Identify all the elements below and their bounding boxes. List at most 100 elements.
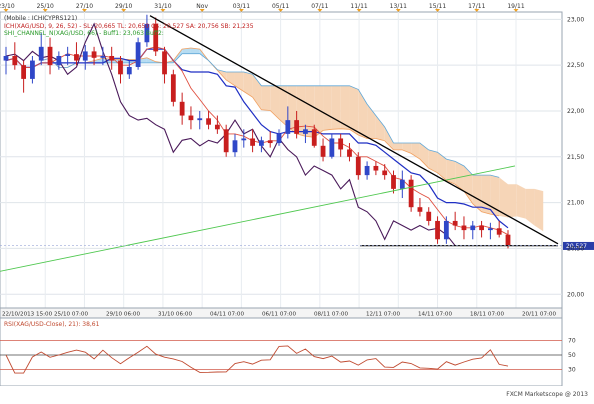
price-grid bbox=[0, 12, 562, 308]
cloud-segment bbox=[490, 175, 500, 216]
senkou-span-a-line bbox=[41, 47, 500, 217]
candle-body bbox=[391, 175, 396, 189]
candle-body bbox=[126, 66, 132, 75]
candle-body bbox=[479, 225, 484, 231]
candle-body bbox=[470, 225, 476, 231]
top-date-label: 05/11 bbox=[272, 3, 289, 10]
candle-body bbox=[91, 51, 97, 58]
candle-body bbox=[373, 165, 379, 171]
rsi-level-label: 70 bbox=[568, 338, 576, 345]
chart-title: (Mobile : ICHICYPRS121) bbox=[4, 15, 77, 22]
cloud-segment bbox=[411, 143, 420, 160]
candle-body bbox=[232, 140, 238, 153]
rsi-indicator: 70 50 30 bbox=[0, 338, 576, 374]
candle-body bbox=[496, 228, 502, 235]
candle-body bbox=[505, 234, 511, 246]
cloud-segment bbox=[437, 152, 447, 181]
period-marker-icon bbox=[238, 9, 244, 12]
cloud-segment bbox=[279, 85, 288, 128]
candle-body bbox=[461, 225, 467, 231]
y-tick-label: 22,00 bbox=[567, 108, 584, 115]
candle-body bbox=[170, 74, 176, 102]
candle-body bbox=[74, 54, 79, 61]
period-marker-icon bbox=[474, 9, 480, 12]
candle-body bbox=[100, 55, 106, 58]
cloud-segment bbox=[331, 85, 341, 130]
cloud-segment bbox=[419, 143, 429, 169]
cloud-segment bbox=[261, 85, 271, 111]
candle-body bbox=[30, 60, 35, 79]
candle-body bbox=[382, 170, 388, 176]
cloud-segment bbox=[323, 85, 332, 131]
cloud-segment bbox=[182, 47, 191, 54]
legend-channel: SHI_CHANNEL_N(XAG/USD, 66) - Buff1: 23,0… bbox=[4, 30, 164, 37]
y-tick-label: 20,50 bbox=[567, 245, 584, 252]
candle-body bbox=[294, 120, 300, 134]
top-date-label: 13/11 bbox=[390, 3, 407, 10]
channel-line bbox=[0, 165, 516, 272]
candle-body bbox=[329, 138, 335, 157]
candle-body bbox=[47, 46, 53, 66]
period-marker-icon bbox=[356, 9, 362, 12]
current-price-label: 20,527 bbox=[566, 243, 587, 250]
top-date-label: 17/11 bbox=[468, 3, 485, 10]
candle-body bbox=[435, 220, 440, 240]
period-marker-icon bbox=[81, 9, 87, 12]
candle-body bbox=[118, 60, 123, 75]
credit-text: FXCM Marketscope @ 2013 bbox=[506, 391, 588, 398]
period-marker-icon bbox=[435, 9, 441, 12]
candle-body bbox=[206, 118, 211, 125]
candle-body bbox=[408, 179, 414, 208]
candle-body bbox=[303, 129, 308, 134]
y-tick-label: 23,00 bbox=[567, 16, 584, 23]
cloud-segment bbox=[349, 85, 359, 136]
candle-body bbox=[259, 140, 264, 146]
candles bbox=[3, 14, 511, 249]
x-tick-label: 29/10 06:00 bbox=[106, 312, 140, 318]
top-date-label: 27/10 bbox=[76, 3, 93, 10]
x-tick-label: 22/10/2013 15:00 bbox=[2, 312, 53, 318]
period-marker-icon bbox=[3, 9, 9, 12]
cloud-segment bbox=[226, 72, 235, 86]
indicator-lines bbox=[5, 22, 509, 247]
y-tick-label: 22,50 bbox=[567, 62, 584, 69]
candle-body bbox=[3, 55, 9, 61]
candle-body bbox=[250, 138, 255, 146]
candle-body bbox=[452, 220, 458, 226]
candle-body bbox=[241, 138, 247, 141]
candle-body bbox=[38, 46, 44, 61]
candle-body bbox=[153, 23, 159, 52]
y-tick-label: 21,50 bbox=[567, 154, 584, 161]
candle-body bbox=[188, 115, 194, 121]
top-date-label: Nov bbox=[196, 3, 208, 10]
candle-body bbox=[426, 211, 432, 221]
candle-body bbox=[355, 156, 361, 176]
x-tick-label: 06/11 07:00 bbox=[262, 312, 296, 318]
cloud-segment bbox=[499, 177, 508, 218]
cloud-segment bbox=[305, 85, 315, 138]
candle-body bbox=[214, 124, 220, 130]
candle-body bbox=[267, 140, 273, 144]
candle-body bbox=[417, 207, 423, 212]
tenkan-sen-line bbox=[5, 46, 509, 236]
cloud-segment bbox=[270, 85, 280, 119]
candle-body bbox=[109, 55, 115, 61]
x-tick-label: 31/10 06:00 bbox=[158, 312, 192, 318]
candle-body bbox=[144, 23, 150, 43]
cloud-segment bbox=[384, 127, 394, 150]
period-marker-icon bbox=[395, 9, 401, 12]
x-tick-label: 08/11 07:00 bbox=[314, 312, 348, 318]
cloud-segment bbox=[516, 184, 526, 219]
cloud-segment bbox=[428, 149, 438, 173]
candle-body bbox=[179, 101, 185, 116]
cloud-segment bbox=[525, 188, 535, 226]
candle-body bbox=[21, 65, 27, 79]
ichimoku-cloud bbox=[41, 47, 544, 232]
cloud-segment bbox=[375, 115, 385, 141]
candle-body bbox=[12, 55, 18, 66]
cloud-segment bbox=[234, 72, 244, 92]
x-tick-label: 18/11 07:00 bbox=[470, 312, 504, 318]
candle-body bbox=[223, 129, 229, 153]
period-marker-icon bbox=[42, 9, 48, 12]
